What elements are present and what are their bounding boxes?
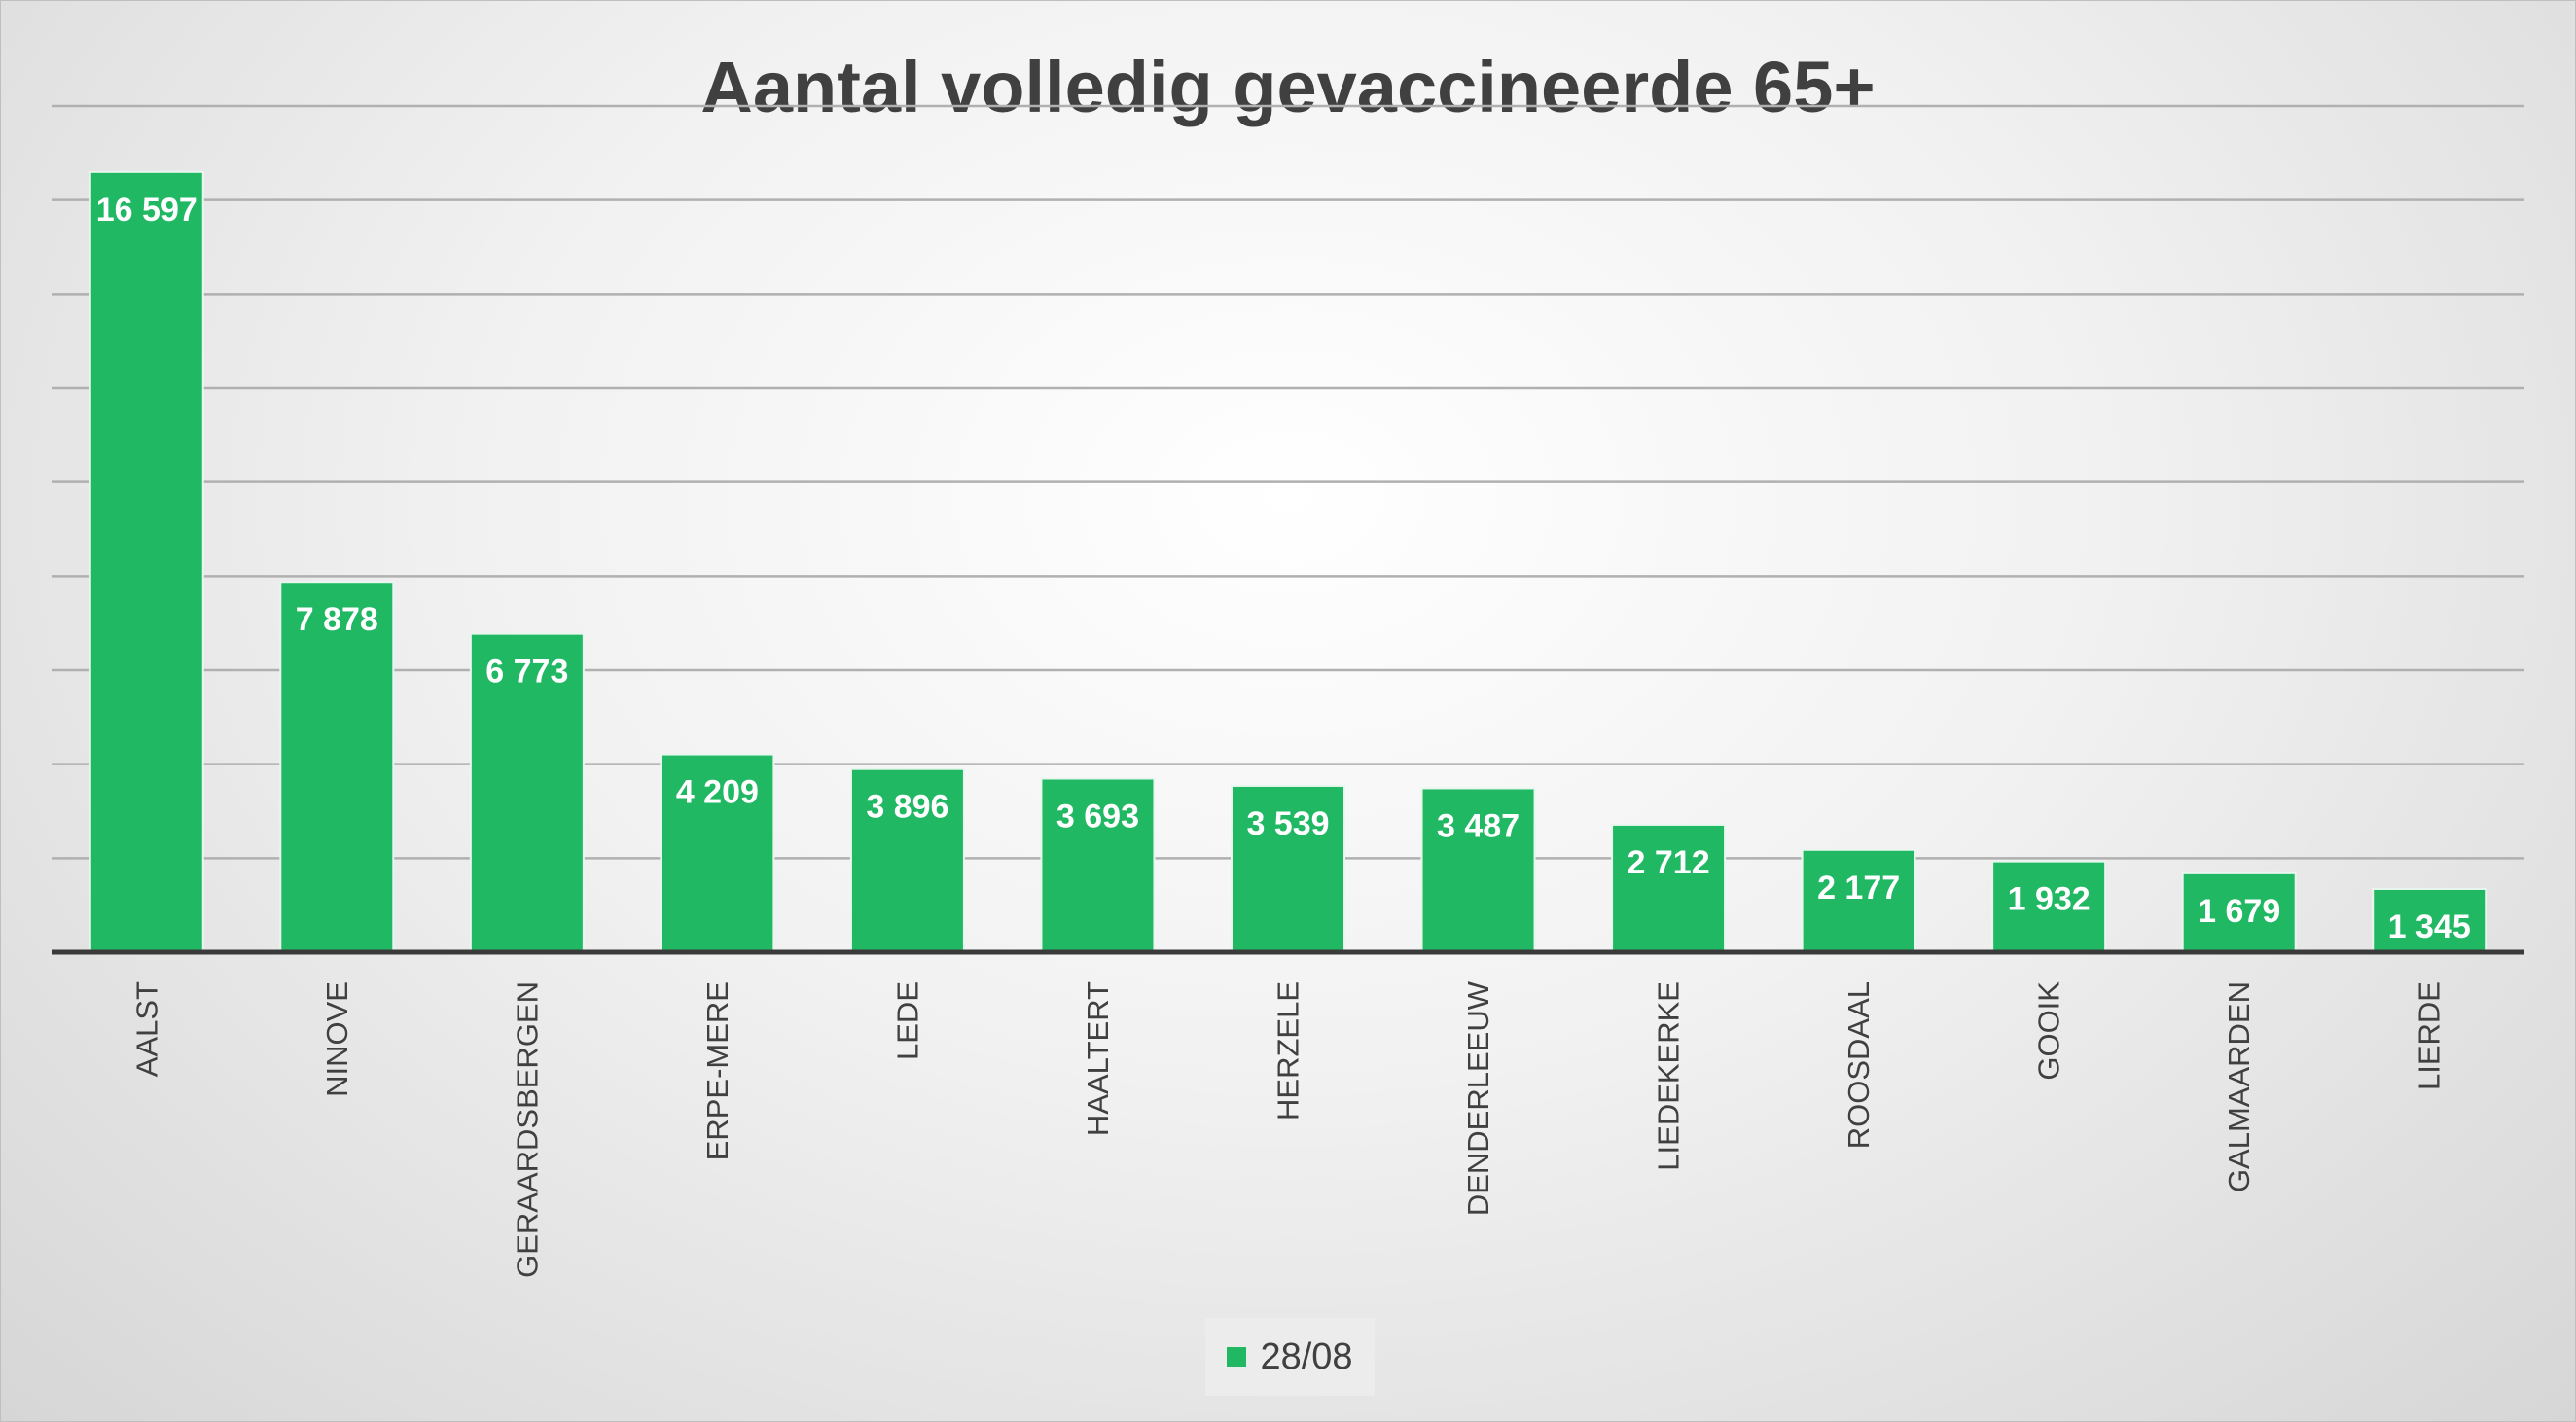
category-label: LIEDEKERKE [1652, 981, 1686, 1171]
data-label: 3 539 [1246, 805, 1329, 842]
category-label: GALMAARDEN [2222, 981, 2256, 1192]
category-label: GERAARDSBERGEN [510, 981, 544, 1278]
bar-erpe-mere [660, 753, 775, 953]
category-label: DENDERLEEUW [1461, 980, 1495, 1216]
data-label: 2 177 [1817, 870, 1900, 907]
category-label: ERPE-MERE [700, 981, 734, 1160]
bar-ninove [279, 581, 395, 953]
bar-gooik [1991, 860, 2107, 953]
data-label: 4 209 [676, 774, 759, 811]
category-label: HERZELE [1271, 981, 1306, 1120]
bar-lierde [2372, 887, 2487, 953]
data-label: 3 693 [1056, 799, 1139, 835]
chart-title: Aantal volledig gevaccineerde 65+ [700, 47, 1876, 127]
category-label: NINOVE [320, 981, 354, 1097]
category-label: ROOSDAAL [1842, 981, 1876, 1149]
bar-aalst [89, 170, 204, 954]
category-label: AALST [129, 981, 163, 1077]
data-label: 6 773 [485, 654, 568, 691]
data-label: 1 345 [2388, 908, 2471, 945]
bar-denderleeuw [1420, 787, 1536, 953]
data-label: 1 679 [2198, 893, 2280, 930]
bar-roosdaal [1801, 848, 1916, 953]
legend-label: 28/08 [1260, 1335, 1353, 1377]
data-label: 3 487 [1437, 807, 1520, 844]
category-label: HAALTERT [1081, 981, 1115, 1136]
data-label: 1 932 [2008, 881, 2091, 918]
gridlines [52, 104, 2524, 860]
data-label: 7 878 [296, 601, 378, 638]
category-label: LIERDE [2413, 981, 2447, 1090]
bar-geraardsbergen [469, 632, 585, 953]
data-label: 3 896 [866, 789, 948, 826]
category-label: GOOIK [2032, 981, 2066, 1081]
legend-swatch [1227, 1347, 1247, 1367]
data-label: 2 712 [1628, 844, 1710, 881]
bar-liedekerke [1611, 823, 1727, 953]
bar-galmaarden [2181, 871, 2297, 953]
bar-lede [849, 767, 965, 954]
data-label: 16 597 [96, 192, 197, 229]
category-label: LEDE [890, 981, 924, 1060]
bars: 16 597 7 878 6 773 4 209 3 896 3 693 3 539 3 48… [89, 170, 2487, 954]
legend: 28/08 [1205, 1318, 1375, 1396]
category-labels: AALST NINOVE GERAARDSBERGEN ERPE-MERE LEDE HA… [129, 980, 2446, 1278]
